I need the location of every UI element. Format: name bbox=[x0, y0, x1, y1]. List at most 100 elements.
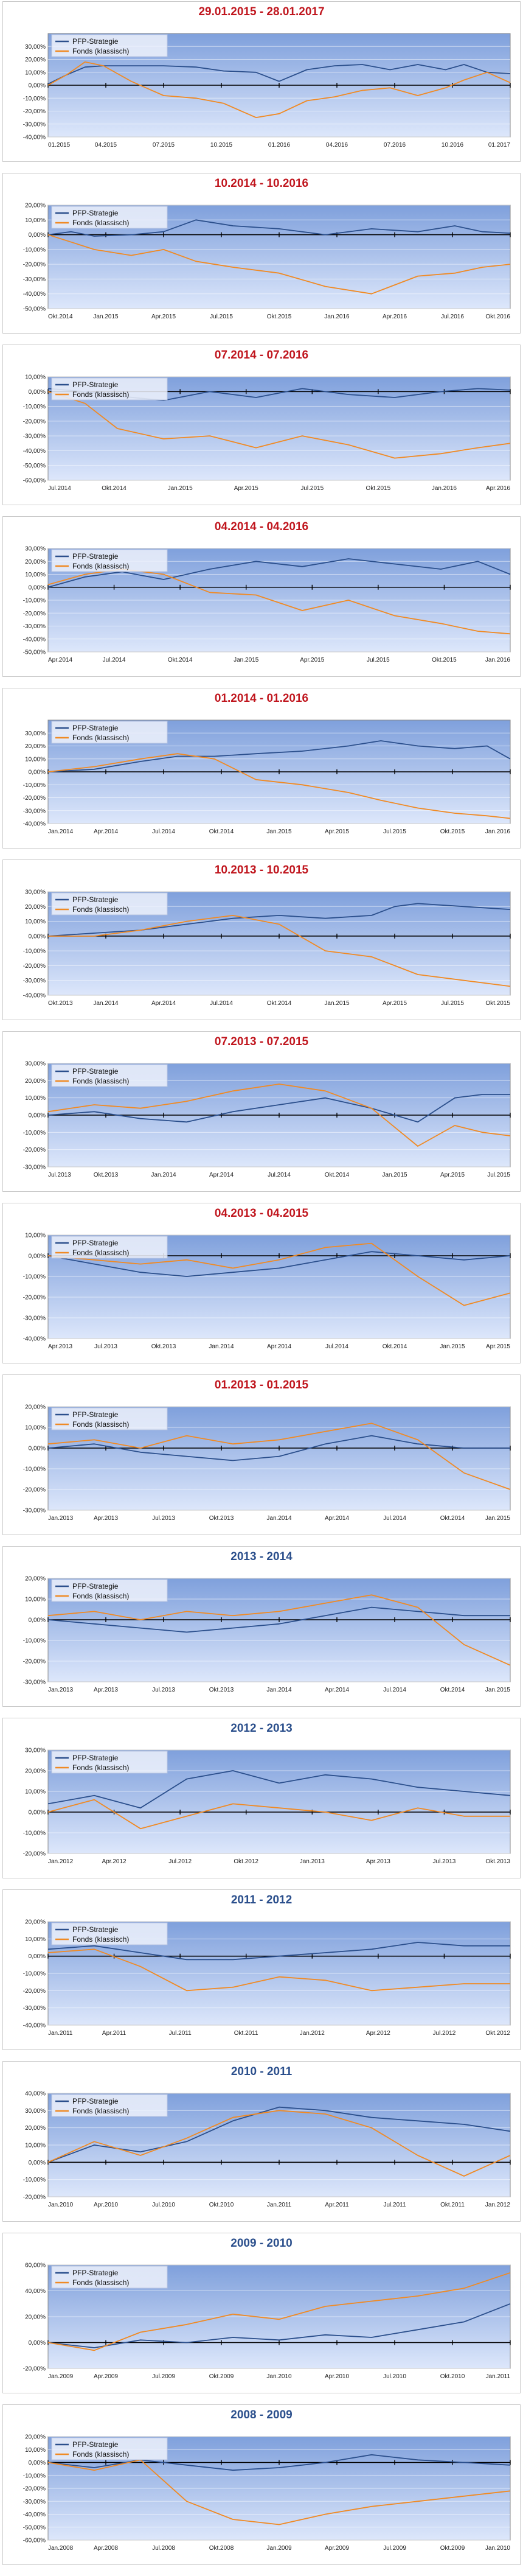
y-tick-label: -20,00% bbox=[23, 2366, 46, 2373]
chart-panel: 2009 - 2010 60,00% 40,00% 20,00% 0,00% -20,00… bbox=[2, 2233, 521, 2393]
x-tick-label: Jan.2013 bbox=[300, 1858, 325, 1865]
series-line-strategy bbox=[47, 2106, 511, 2163]
x-tick-label: Jan.2015 bbox=[485, 1515, 511, 1522]
series-line-fund bbox=[47, 61, 511, 119]
y-tick-label: -20,00% bbox=[23, 611, 46, 617]
x-tick-label: Apr.2016 bbox=[383, 313, 407, 320]
series-line-strategy bbox=[47, 219, 511, 237]
x-tick-label: Okt.2015 bbox=[485, 1000, 510, 1007]
x-tick-label: Jan.2015 bbox=[382, 1172, 407, 1178]
y-tick-label: -30,00% bbox=[23, 121, 46, 128]
legend-label: PFP-Strategie bbox=[72, 1925, 119, 1934]
chart-title: 04.2014 - 04.2016 bbox=[214, 520, 309, 533]
legend-label: PFP-Strategie bbox=[72, 2097, 119, 2105]
y-tick-label: 0,00% bbox=[29, 83, 46, 89]
series-line-fund bbox=[47, 753, 511, 819]
chart-panel: 29.01.2015 - 28.01.2017 30,00% 20,00% 10,00… bbox=[2, 1, 521, 162]
x-tick-label: Jan.2016 bbox=[485, 657, 511, 663]
y-tick-label: 30,00% bbox=[25, 730, 46, 737]
legend-label: Fonds (klassisch) bbox=[72, 2450, 129, 2459]
chart-title: 10.2013 - 10.2015 bbox=[214, 864, 309, 877]
x-tick-label: Okt.2013 bbox=[209, 1515, 234, 1522]
chart-panel: 10.2013 - 10.2015 30,00% 20,00% 10,00% 0,00%… bbox=[2, 859, 521, 1020]
chart-panel: 01.2013 - 01.2015 20,00% 10,00% 0,00% -10,00… bbox=[2, 1374, 521, 1535]
series-line-fund bbox=[47, 2272, 511, 2351]
y-tick-label: -40,00% bbox=[23, 821, 46, 828]
y-tick-label: -10,00% bbox=[23, 2177, 46, 2183]
x-tick-label: Jan.2009 bbox=[48, 2373, 74, 2380]
x-tick-label: Okt.2010 bbox=[440, 2373, 465, 2380]
x-tick-label: Okt.2013 bbox=[485, 1858, 510, 1865]
y-tick-label: -40,00% bbox=[23, 2023, 46, 2029]
x-tick-label: Jul.2013 bbox=[433, 1858, 456, 1865]
x-tick-label: Jul.2016 bbox=[441, 313, 464, 320]
x-tick-label: Jan.2014 bbox=[151, 1172, 176, 1178]
legend-label: Fonds (klassisch) bbox=[72, 1077, 129, 1085]
y-tick-label: 30,00% bbox=[25, 44, 46, 51]
y-tick-label: 10,00% bbox=[25, 1233, 46, 1239]
x-tick-label: Jan.2009 bbox=[266, 2545, 292, 2552]
x-tick-label: 01.2017 bbox=[488, 142, 511, 149]
series-line-strategy bbox=[47, 740, 511, 772]
x-tick-label: Okt.2016 bbox=[485, 313, 510, 320]
series-line-strategy bbox=[47, 1942, 510, 1961]
legend-label: Fonds (klassisch) bbox=[72, 390, 129, 399]
x-tick-label: Apr.2014 bbox=[94, 828, 118, 835]
series-line-fund bbox=[47, 1242, 511, 1306]
y-tick-label: -40,00% bbox=[23, 636, 46, 643]
x-tick-label: Okt.2015 bbox=[366, 485, 391, 492]
y-tick-label: -30,00% bbox=[23, 276, 46, 283]
series-line-fund bbox=[47, 2459, 511, 2525]
line-chart: 30,00% 20,00% 10,00% 0,00% -10,00% -20,00% -30… bbox=[23, 889, 511, 1007]
y-tick-label: 20,00% bbox=[25, 1919, 46, 1926]
line-chart: 20,00%10,00%0,00%-10,00%-20,00%-30,00%Ja… bbox=[23, 1576, 511, 1693]
x-tick-label: Jan.2012 bbox=[300, 2030, 325, 2037]
legend-label: Fonds (klassisch) bbox=[72, 1935, 129, 1944]
y-tick-label: -20,00% bbox=[23, 262, 46, 268]
y-tick-label: 40,00% bbox=[25, 2091, 46, 2098]
y-tick-label: -10,00% bbox=[23, 782, 46, 789]
chart-panel: 10.2014 - 10.2016 20,00% 10,00% 0,00% -10,00… bbox=[2, 173, 521, 334]
legend-label: Fonds (klassisch) bbox=[72, 1592, 129, 1600]
y-tick-label: 0,00% bbox=[29, 1953, 46, 1960]
x-tick-label: Jan.2010 bbox=[48, 2202, 74, 2208]
x-tick-label: Okt.2011 bbox=[234, 2030, 258, 2037]
x-tick-label: Jul.2013 bbox=[152, 1687, 175, 1693]
x-tick-label: Jul.2015 bbox=[487, 1172, 510, 1178]
x-tick-label: Jul.2008 bbox=[152, 2545, 175, 2552]
legend-label: Fonds (klassisch) bbox=[72, 1763, 129, 1772]
y-tick-label: -20,00% bbox=[23, 963, 46, 970]
y-tick-label: -10,00% bbox=[23, 1466, 46, 1473]
x-tick-label: Okt.2014 bbox=[440, 1687, 465, 1693]
x-tick-label: Okt.2008 bbox=[209, 2545, 234, 2552]
y-tick-label: 10,00% bbox=[25, 1425, 46, 1432]
y-tick-label: 20,00% bbox=[25, 559, 46, 565]
y-tick-label: -50,00% bbox=[23, 306, 46, 313]
y-tick-label: 20,00% bbox=[25, 2434, 46, 2441]
x-tick-label: Jul.2013 bbox=[152, 1515, 175, 1522]
y-tick-label: -10,00% bbox=[23, 1274, 46, 1281]
y-tick-label: 10,00% bbox=[25, 1789, 46, 1796]
x-tick-label: Jan.2015 bbox=[440, 1343, 465, 1350]
chart-title: 2012 - 2013 bbox=[230, 1722, 293, 1735]
legend-label: PFP-Strategie bbox=[72, 1582, 119, 1591]
x-tick-label: Jul.2011 bbox=[383, 2202, 406, 2208]
legend-label: Fonds (klassisch) bbox=[72, 47, 129, 55]
x-tick-label: Apr.2014 bbox=[48, 657, 72, 663]
x-tick-label: Okt.2010 bbox=[209, 2202, 234, 2208]
x-tick-label: Jul.2010 bbox=[383, 2373, 406, 2380]
legend-label: PFP-Strategie bbox=[72, 380, 119, 389]
x-tick-label: Jan.2011 bbox=[267, 2202, 292, 2208]
x-tick-label: Jul.2009 bbox=[383, 2545, 406, 2552]
x-tick-label: Jul.2012 bbox=[433, 2030, 456, 2037]
x-tick-label: 07.2016 bbox=[384, 142, 406, 149]
x-tick-label: Apr.2014 bbox=[267, 1343, 291, 1350]
x-tick-label: Jul.2011 bbox=[169, 2030, 192, 2037]
x-tick-label: Jan.2010 bbox=[485, 2545, 511, 2552]
y-tick-label: 20,00% bbox=[25, 743, 46, 750]
